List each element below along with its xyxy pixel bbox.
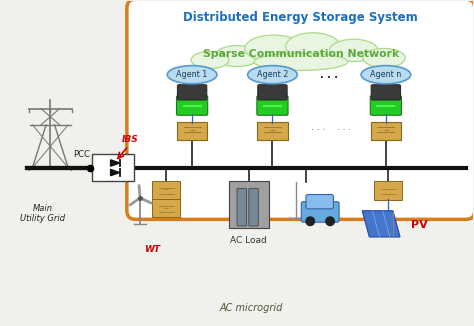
FancyBboxPatch shape [306,195,333,209]
Ellipse shape [215,46,260,67]
Polygon shape [110,170,119,176]
FancyBboxPatch shape [237,188,246,226]
Text: ~: ~ [164,206,169,211]
FancyBboxPatch shape [370,96,401,115]
FancyBboxPatch shape [127,0,474,219]
FancyBboxPatch shape [249,188,258,226]
Ellipse shape [167,66,217,84]
Ellipse shape [247,66,297,84]
Text: Agent n: Agent n [370,70,401,79]
Text: ~: ~ [383,128,389,134]
FancyBboxPatch shape [177,123,207,140]
Polygon shape [362,211,400,237]
FancyBboxPatch shape [229,181,269,229]
Ellipse shape [361,66,410,84]
Ellipse shape [245,35,302,62]
FancyBboxPatch shape [257,123,288,140]
FancyBboxPatch shape [371,85,401,100]
Text: ~: ~ [270,128,275,134]
FancyBboxPatch shape [152,181,180,199]
FancyBboxPatch shape [177,85,207,100]
FancyBboxPatch shape [301,202,339,222]
Text: PCC: PCC [73,150,91,159]
FancyBboxPatch shape [176,96,208,115]
Ellipse shape [191,51,229,68]
Text: IBS: IBS [122,135,139,144]
Text: Main
Utility Grid: Main Utility Grid [20,203,65,223]
Circle shape [326,217,334,226]
FancyBboxPatch shape [371,123,401,140]
Text: ~: ~ [189,128,195,134]
Text: Agent 2: Agent 2 [257,70,288,79]
Text: WT: WT [144,245,160,254]
Text: ~: ~ [164,188,169,193]
FancyBboxPatch shape [92,155,134,181]
Text: Sparse Communication Network: Sparse Communication Network [203,49,399,59]
Text: Distributed Energy Storage System: Distributed Energy Storage System [183,11,418,24]
Text: PV: PV [410,220,428,230]
FancyBboxPatch shape [374,181,402,200]
Ellipse shape [254,53,348,70]
Text: . . .: . . . [320,70,338,80]
Text: Agent 1: Agent 1 [176,70,208,79]
FancyBboxPatch shape [258,85,287,100]
Text: . . .    . . .: . . . . . . [311,123,352,132]
Polygon shape [110,160,119,166]
FancyBboxPatch shape [257,96,288,115]
Ellipse shape [329,39,378,61]
Text: AC Load: AC Load [230,236,267,244]
Ellipse shape [286,33,340,60]
Text: AC microgrid: AC microgrid [219,304,283,313]
FancyBboxPatch shape [152,199,180,217]
Circle shape [306,217,315,226]
Ellipse shape [363,49,405,67]
